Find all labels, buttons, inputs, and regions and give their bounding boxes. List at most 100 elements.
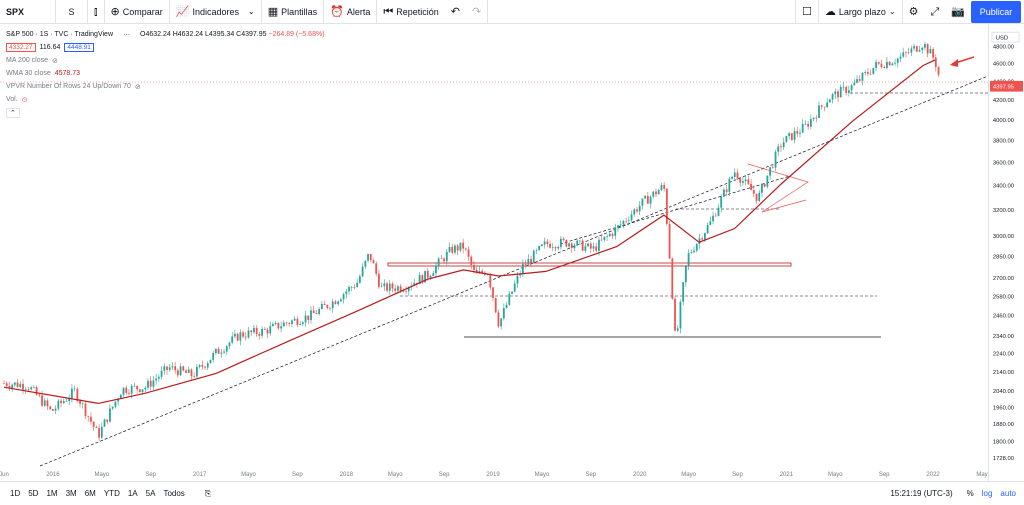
expand-button[interactable]: ⤢ xyxy=(924,0,945,24)
compare-button[interactable]: ⊕ Comparar xyxy=(105,0,170,24)
range-button-todos[interactable]: Todos xyxy=(163,489,185,498)
candle-body xyxy=(473,264,475,270)
symbol-search[interactable]: SPX xyxy=(0,0,56,24)
candle-body xyxy=(750,183,752,191)
candle-body xyxy=(296,318,299,325)
candle-body xyxy=(27,388,30,390)
candle-body xyxy=(285,322,288,324)
bid-price[interactable]: 4332.27 xyxy=(6,43,36,52)
settings-button[interactable]: ⚙ xyxy=(903,0,925,24)
candle-body xyxy=(804,123,807,125)
candle-body xyxy=(225,346,228,352)
candle-body xyxy=(915,46,918,52)
ma200-label[interactable]: MA 200 close xyxy=(6,57,49,64)
candle-body xyxy=(288,323,291,324)
candle-body xyxy=(315,313,318,315)
fullscreen-toggle[interactable]: ☐ xyxy=(794,0,819,24)
alert-button[interactable]: ⏰ Alerta xyxy=(324,0,378,24)
candle-body xyxy=(709,221,712,225)
publish-button[interactable]: Publicar xyxy=(971,0,1021,23)
top-toolbar: SPX S ⫾ ⊕ Comparar 📈 Indicadores ⌄ ▦ Pla… xyxy=(0,0,1024,24)
volume-label[interactable]: Vol. xyxy=(6,96,18,103)
candle-body xyxy=(668,223,671,259)
auto-toggle[interactable]: auto xyxy=(1000,489,1016,498)
date-range-icon[interactable]: ⎘ xyxy=(204,488,212,498)
redo-button[interactable]: ↷ xyxy=(466,0,489,24)
candle-body xyxy=(282,322,285,327)
log-toggle[interactable]: log xyxy=(981,489,993,498)
support-trendline[interactable] xyxy=(39,75,988,467)
candle-body xyxy=(397,286,399,291)
ask-price[interactable]: 4448.91 xyxy=(64,43,94,52)
candle-body xyxy=(30,387,33,390)
ohlc-open: O4632.24 xyxy=(140,31,171,38)
currency-selector[interactable] xyxy=(991,31,1020,43)
candle-body xyxy=(174,366,177,371)
candle-body xyxy=(521,263,524,274)
price-tick-label: 1960.00 xyxy=(993,405,1015,411)
candle-body xyxy=(532,250,535,263)
candle-body xyxy=(687,252,690,266)
wma30-label[interactable]: WMA 30 close xyxy=(6,70,51,77)
snapshot-button[interactable]: 📷 xyxy=(945,0,971,24)
price-axis[interactable]: USD 4800.004600.004400.004200.004000.003… xyxy=(988,24,1024,481)
undo-button[interactable]: ↶ xyxy=(445,0,466,24)
chart-type-button[interactable]: ⫾ xyxy=(88,0,105,24)
range-button-5d[interactable]: 5D xyxy=(28,489,39,498)
resistance-zone[interactable] xyxy=(387,262,792,267)
candle-body xyxy=(291,320,293,324)
candle-body xyxy=(646,195,649,204)
candle-body xyxy=(763,184,766,187)
time-tick-label: Sep xyxy=(585,472,596,478)
candle-body xyxy=(513,283,516,292)
indicators-button[interactable]: 📈 Indicadores ⌄ xyxy=(170,0,262,24)
templates-button[interactable]: ▦ Plantillas xyxy=(262,0,325,24)
price-tick-label: 2700.00 xyxy=(993,276,1015,282)
candle-body xyxy=(603,236,606,240)
range-button-1d[interactable]: 1D xyxy=(10,489,21,498)
candle-body xyxy=(136,385,139,390)
triangle-pattern[interactable] xyxy=(747,163,809,213)
candle-body xyxy=(356,282,359,288)
percent-toggle[interactable]: % xyxy=(966,489,974,498)
candle-body xyxy=(785,135,788,143)
price-chart[interactable]: Jun 2016 Mayo Sep 2017 Mayo Sep 2018 Mayo Sep 2019… xyxy=(0,24,988,481)
candle-body xyxy=(570,243,573,249)
eye-off-icon[interactable]: ⊘ xyxy=(134,83,141,91)
drawings-layer xyxy=(0,56,988,467)
replay-button[interactable]: ⏮ Repetición xyxy=(377,0,444,24)
camera-icon: 📷 xyxy=(951,5,965,18)
candle-body xyxy=(445,251,448,262)
candle-body xyxy=(138,389,141,392)
candle-body xyxy=(405,291,407,292)
candle-body xyxy=(394,288,397,291)
candle-body xyxy=(679,301,682,329)
candle-body xyxy=(665,188,668,224)
vpvr-label[interactable]: VPVR Number Of Rows 24 Up/Down 70 xyxy=(6,83,131,90)
candle-body xyxy=(166,366,168,370)
range-button-1a[interactable]: 1A xyxy=(127,489,138,498)
candle-body xyxy=(163,366,166,371)
candle-body xyxy=(367,253,369,261)
collapse-legend-button[interactable]: ⌃ xyxy=(6,107,20,118)
candle-body xyxy=(682,282,685,302)
interval-selector[interactable]: S xyxy=(56,0,88,24)
candle-body xyxy=(223,351,225,353)
replay-icon: ⏮ xyxy=(383,4,394,18)
layout-selector[interactable]: ☁ Largo plazo ⌄ xyxy=(819,0,903,24)
resistance-trendline[interactable] xyxy=(559,175,791,245)
eye-off-icon[interactable]: ⊘ xyxy=(52,57,58,65)
range-button-6m[interactable]: 6M xyxy=(84,489,96,498)
candle-body xyxy=(492,287,494,298)
candle-body xyxy=(883,67,886,68)
clock[interactable]: 15:21:19 (UTC-3) xyxy=(890,489,953,498)
range-button-3m[interactable]: 3M xyxy=(65,489,77,498)
range-button-ytd[interactable]: YTD xyxy=(103,489,120,498)
candle-body xyxy=(671,258,674,299)
range-button-1m[interactable]: 1M xyxy=(46,489,58,498)
candle-body xyxy=(837,91,839,98)
candle-body xyxy=(546,241,549,244)
candle-body xyxy=(820,105,823,107)
candle-body xyxy=(209,359,212,364)
range-button-5a[interactable]: 5A xyxy=(145,489,156,498)
